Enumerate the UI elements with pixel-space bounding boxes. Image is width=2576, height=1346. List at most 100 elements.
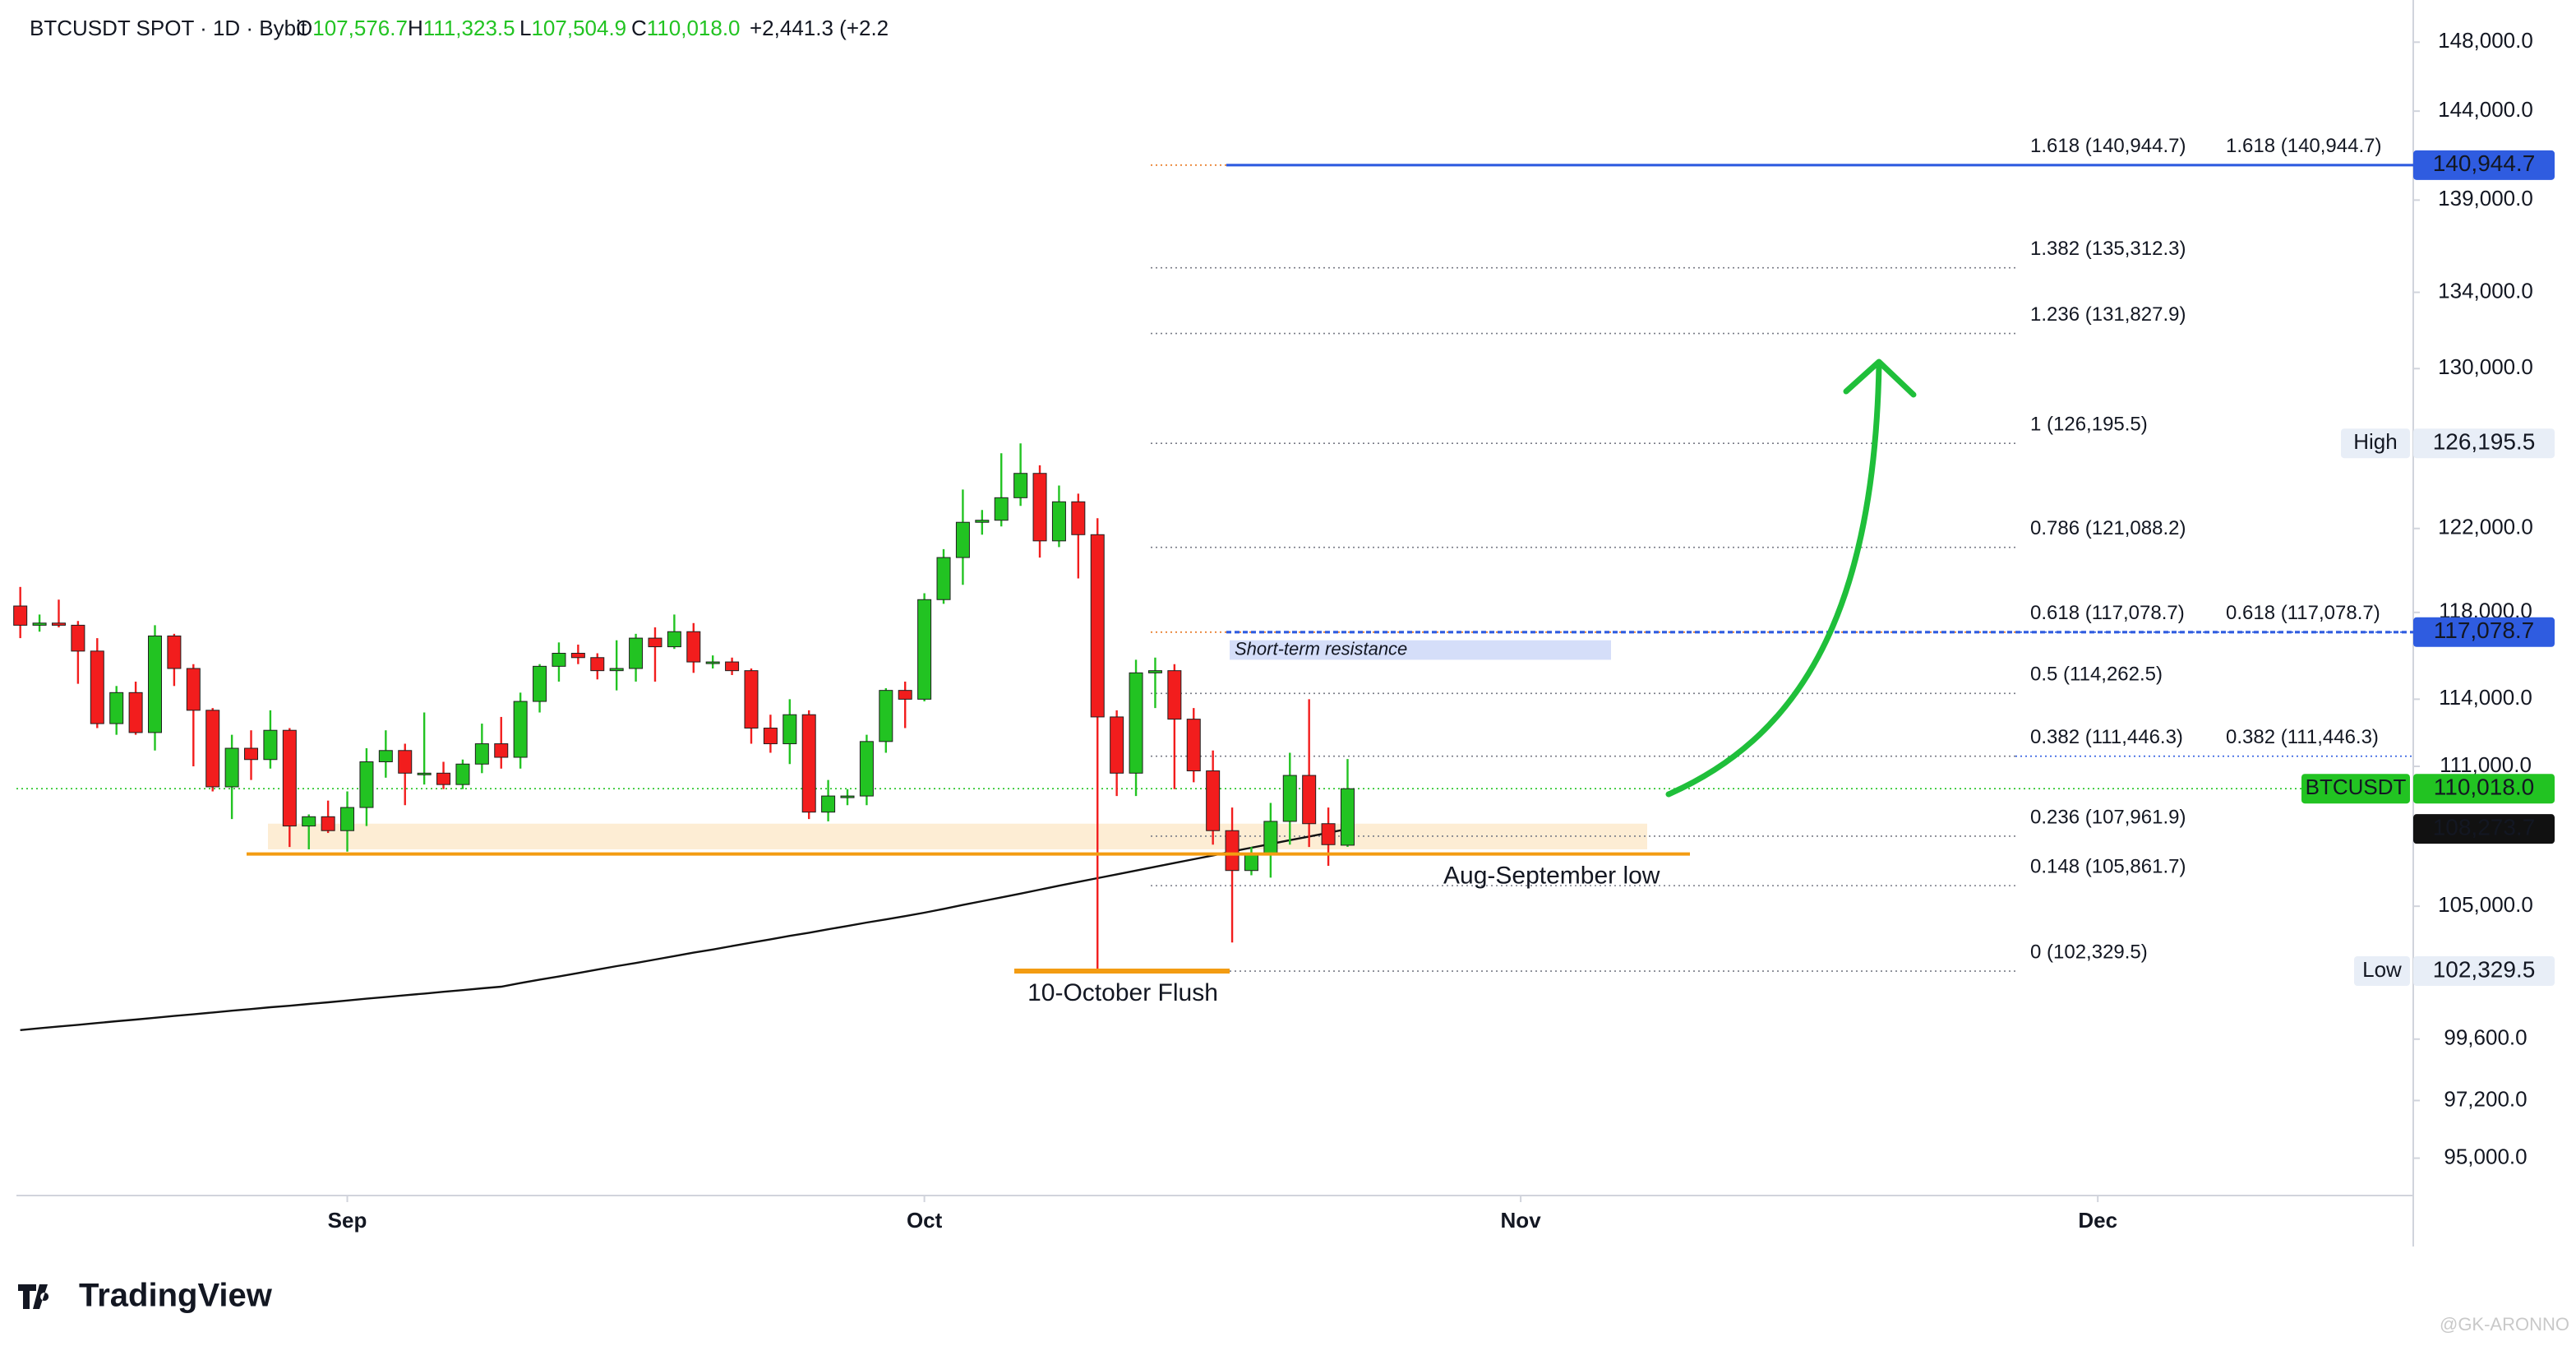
fib-blue-label: 1.618 (140,944.7) [2226, 135, 2381, 157]
candle-body [1051, 501, 1066, 542]
x-tick-label: Nov [1501, 1208, 1542, 1233]
price-badge [2413, 814, 2555, 844]
candle-body [667, 631, 681, 648]
candle-body [244, 747, 259, 761]
fib-label: 0.148 (105,861.7) [2030, 855, 2186, 877]
ohlc-key: H [408, 16, 423, 40]
candle-body [609, 668, 624, 672]
candle-body [782, 714, 797, 745]
candle-body [705, 661, 720, 664]
candle-body [186, 668, 201, 711]
price-badge-label: 117,078.7 [2434, 617, 2535, 643]
fib-blue-label: 0.618 (117,078.7) [2226, 602, 2380, 624]
support-label: Aug-September low [1443, 863, 1660, 890]
candle-body [1090, 534, 1105, 718]
candle-body [879, 690, 893, 742]
y-tick-label: 122,000.0 [2438, 515, 2533, 539]
candle-body [1244, 853, 1258, 872]
price-badge-label: 140,944.7 [2433, 150, 2536, 176]
ohlc-key: C [631, 16, 647, 40]
ohlc-value: 110,018.0 [647, 16, 741, 40]
resistance-zone [1230, 640, 1611, 660]
logo: TradingView [18, 1278, 273, 1314]
candle-body [1129, 672, 1143, 774]
candle-body [1013, 473, 1028, 498]
ohlc-item: O107,576.7 [296, 16, 408, 40]
candle-body [936, 557, 951, 600]
ohlc-item: L107,504.9 [519, 16, 626, 40]
logo-mark [18, 1284, 49, 1309]
candle-body [474, 743, 489, 765]
x-tick-label: Oct [907, 1208, 943, 1233]
candle-body [1167, 670, 1182, 720]
y-tick-label: 111,000.0 [2440, 752, 2532, 777]
candle-body [1225, 830, 1240, 872]
price-badge [2413, 150, 2555, 180]
candle-body [359, 761, 374, 808]
candle-body [917, 599, 932, 700]
y-tick-label: 148,000.0 [2438, 28, 2533, 53]
price-badge [2413, 428, 2555, 459]
candle-body [13, 605, 28, 626]
candle-body [1282, 775, 1297, 822]
candle-body [590, 657, 605, 672]
candle-body [494, 743, 509, 758]
price-badge-label: 126,195.5 [2433, 429, 2536, 455]
fib-label: 0.382 (111,446.3) [2030, 726, 2183, 748]
ohlc-value: 107,576.7 [312, 16, 408, 40]
candle-body [1147, 670, 1162, 673]
candle-body [821, 795, 836, 813]
candle-body [801, 714, 816, 813]
candle-body [224, 747, 239, 788]
price-badge-tag-label: BTCUSDT [2306, 775, 2407, 799]
candle-body [205, 710, 220, 788]
y-tick-label: 144,000.0 [2438, 97, 2533, 122]
x-tick-label: Sep [328, 1208, 367, 1233]
candle-body [167, 635, 182, 669]
fib-label: 1.618 (140,944.7) [2030, 135, 2186, 157]
candle-body [1321, 823, 1336, 845]
candle-body [32, 622, 47, 626]
y-tick-label: 95,000.0 [2444, 1144, 2527, 1168]
candle-body [1263, 821, 1278, 855]
price-badge-tag [2341, 428, 2410, 459]
candle-body [725, 661, 740, 672]
brand: TradingView [79, 1278, 273, 1314]
candle-body [340, 807, 355, 831]
candle-body [1071, 501, 1086, 535]
price-badge [2413, 617, 2555, 647]
candle-body [994, 497, 1009, 521]
candle-body [417, 772, 432, 775]
y-tick-label: 139,000.0 [2438, 186, 2533, 210]
candle-body [321, 816, 335, 831]
candle-body [859, 741, 874, 797]
candle-body [898, 690, 912, 700]
flush-label: 10-October Flush [1027, 979, 1218, 1006]
candle-body [763, 727, 778, 745]
candle-body [975, 520, 990, 523]
ohlc-value: 107,504.9 [531, 16, 626, 40]
candle-body [1206, 770, 1221, 831]
fib-label: 0.618 (117,078.7) [2030, 602, 2185, 624]
candle-body [398, 750, 413, 774]
y-tick-label: 97,200.0 [2444, 1086, 2527, 1111]
fib-label: 0.236 (107,961.9) [2030, 806, 2186, 828]
arrow [1665, 362, 1882, 798]
candle-body [71, 624, 85, 652]
candle-body [533, 665, 547, 702]
price-badge-label: 108,273.7 [2433, 815, 2536, 840]
candle-body [128, 692, 143, 733]
fib-label: 0.786 (121,088.2) [2030, 517, 2186, 539]
price-badge-tag-label: High [2353, 429, 2397, 454]
price-badge-tag-label: Low [2362, 957, 2402, 982]
support-zone [268, 823, 1647, 849]
fib-label: 0 (102,329.5) [2030, 941, 2148, 963]
price-badge-tag [2354, 956, 2410, 987]
y-tick-label: 105,000.0 [2438, 892, 2533, 917]
x-tick-label: Dec [2078, 1208, 2117, 1233]
candle-body [436, 772, 451, 785]
candle-body [1032, 473, 1047, 542]
candle-body [148, 635, 163, 733]
candle-body [648, 637, 662, 648]
